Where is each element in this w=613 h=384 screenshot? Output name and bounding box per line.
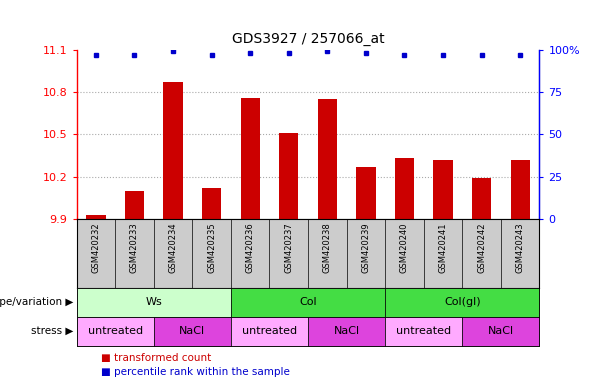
Bar [433,160,452,219]
Text: GSM420237: GSM420237 [284,222,293,273]
Text: stress ▶: stress ▶ [31,326,74,336]
Bar [231,317,308,346]
Bar [356,167,376,219]
Bar [385,288,539,317]
Text: GSM420243: GSM420243 [516,222,525,273]
Text: GSM420234: GSM420234 [169,222,178,273]
Bar [511,160,530,219]
Text: GSM420240: GSM420240 [400,222,409,273]
Bar [86,215,105,219]
Bar [308,317,385,346]
Bar [318,99,337,219]
Text: GSM420239: GSM420239 [362,222,370,273]
Bar [77,288,231,317]
Text: untreated: untreated [88,326,143,336]
Text: GSM420238: GSM420238 [323,222,332,273]
Text: NaCl: NaCl [179,326,205,336]
Bar [125,191,144,219]
Text: GSM420242: GSM420242 [477,222,486,273]
Text: Ws: Ws [145,297,162,308]
Bar [202,188,221,219]
Title: GDS3927 / 257066_at: GDS3927 / 257066_at [232,32,384,46]
Bar [77,317,154,346]
Text: GSM420236: GSM420236 [246,222,254,273]
Text: ■ percentile rank within the sample: ■ percentile rank within the sample [101,366,290,377]
Text: GSM420233: GSM420233 [130,222,139,273]
Bar [240,98,260,219]
Bar [154,317,231,346]
Text: NaCl: NaCl [333,326,360,336]
Text: ■ transformed count: ■ transformed count [101,353,211,363]
Bar [279,133,299,219]
Text: untreated: untreated [242,326,297,336]
Text: NaCl: NaCl [488,326,514,336]
Bar [472,178,491,219]
Text: genotype/variation ▶: genotype/variation ▶ [0,297,74,308]
Bar [231,288,385,317]
Text: GSM420232: GSM420232 [91,222,101,273]
Text: Col(gl): Col(gl) [444,297,481,308]
Text: untreated: untreated [396,326,451,336]
Text: Col: Col [299,297,317,308]
Text: GSM420241: GSM420241 [438,222,447,273]
Bar [462,317,539,346]
Bar [164,82,183,219]
Bar [395,158,414,219]
Text: GSM420235: GSM420235 [207,222,216,273]
Bar [385,317,462,346]
